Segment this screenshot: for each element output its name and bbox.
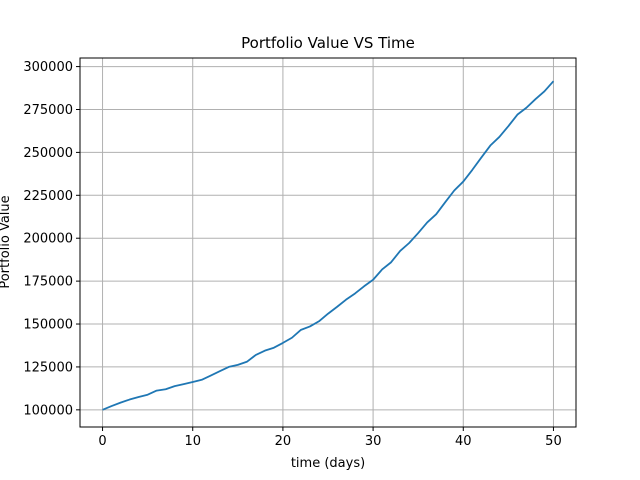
y-tick-label: 100000 [23,403,73,418]
x-tick-label: 0 [98,434,106,449]
series-line [102,80,555,411]
ticks: 0 10 20 30 40 50 100000 125000 150000 175000 20000… [23,60,561,449]
y-tick-label: 175000 [23,275,73,290]
y-tick-label: 300000 [23,60,73,75]
x-tick-label: 50 [545,434,562,449]
x-axis-label: time (days) [291,456,365,471]
series-layer [102,80,555,411]
grid [80,58,576,427]
y-tick-label: 150000 [23,318,73,333]
plot-frame [79,57,577,428]
y-tick-label: 125000 [23,360,73,375]
y-tick-label: 250000 [23,146,73,161]
x-tick-label: 20 [275,434,292,449]
y-tick-label: 200000 [23,232,73,247]
chart-title: Portfolio Value VS Time [241,34,415,52]
x-tick-label: 10 [184,434,201,449]
y-axis-label: Portfolio Value [0,195,13,288]
y-tick-label: 225000 [23,189,73,204]
x-tick-label: 30 [365,434,382,449]
y-tick-label: 275000 [23,103,73,118]
x-tick-label: 40 [455,434,472,449]
